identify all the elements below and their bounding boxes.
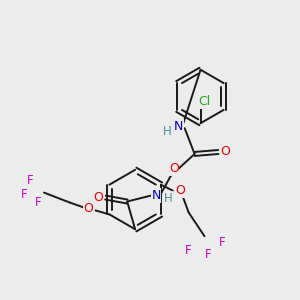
- Text: N: N: [151, 189, 160, 202]
- Text: F: F: [205, 248, 212, 260]
- Text: H: H: [164, 192, 172, 205]
- Text: N: N: [174, 120, 183, 133]
- Text: O: O: [169, 162, 179, 175]
- Text: F: F: [21, 188, 28, 201]
- Text: O: O: [175, 184, 184, 197]
- Text: Cl: Cl: [198, 95, 211, 108]
- Text: F: F: [35, 196, 41, 209]
- Text: H: H: [163, 125, 171, 138]
- Text: O: O: [94, 191, 103, 204]
- Text: F: F: [185, 244, 192, 256]
- Text: F: F: [27, 174, 34, 187]
- Text: O: O: [220, 146, 230, 158]
- Text: F: F: [219, 236, 226, 249]
- Text: O: O: [84, 202, 94, 215]
